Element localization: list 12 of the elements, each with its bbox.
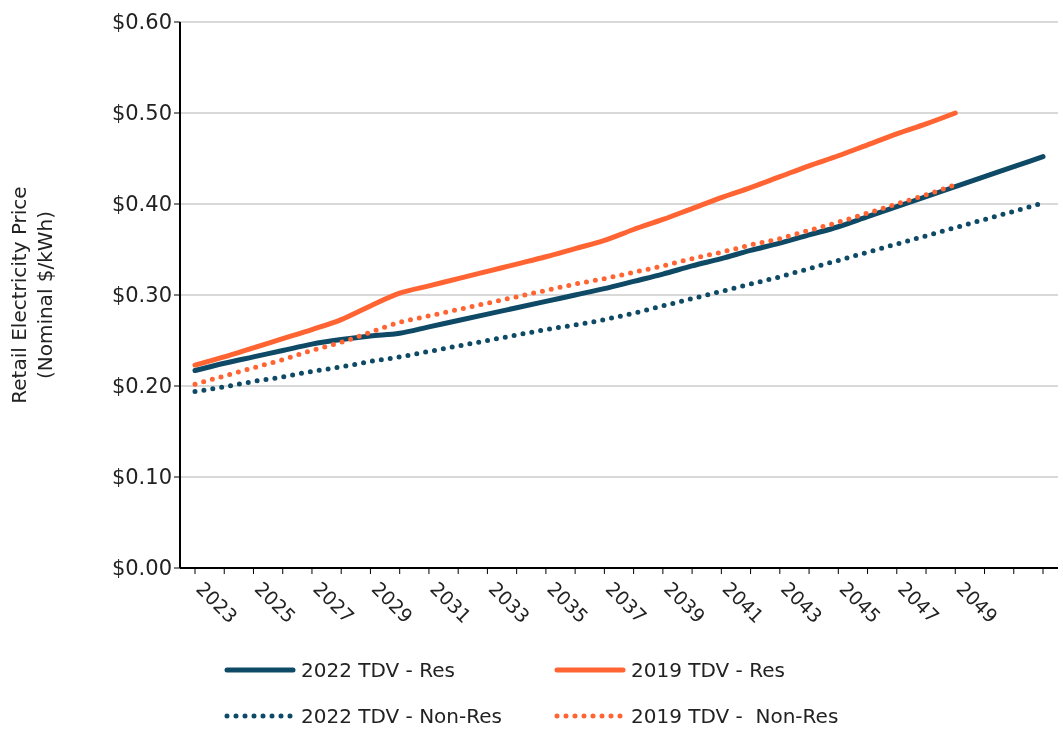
y-tick-label: $0.00 (111, 556, 172, 581)
legend-label: 2022 TDV - Res (301, 658, 455, 682)
y-tick-label: $0.60 (111, 10, 172, 35)
legend-label: 2019 TDV - Non-Res (631, 704, 839, 728)
y-tick-label: $0.10 (111, 465, 172, 490)
legend-label: 2019 TDV - Res (631, 658, 785, 682)
y-tick-label: $0.40 (111, 192, 172, 217)
y-tick-label: $0.30 (111, 283, 172, 308)
legend-label: 2022 TDV - Non-Res (301, 704, 502, 728)
y-tick-label: $0.20 (111, 374, 172, 399)
y-axis-title: Retail Electricity Price (Nominal $/kWh) (7, 186, 57, 404)
y-tick-label: $0.50 (111, 101, 172, 126)
